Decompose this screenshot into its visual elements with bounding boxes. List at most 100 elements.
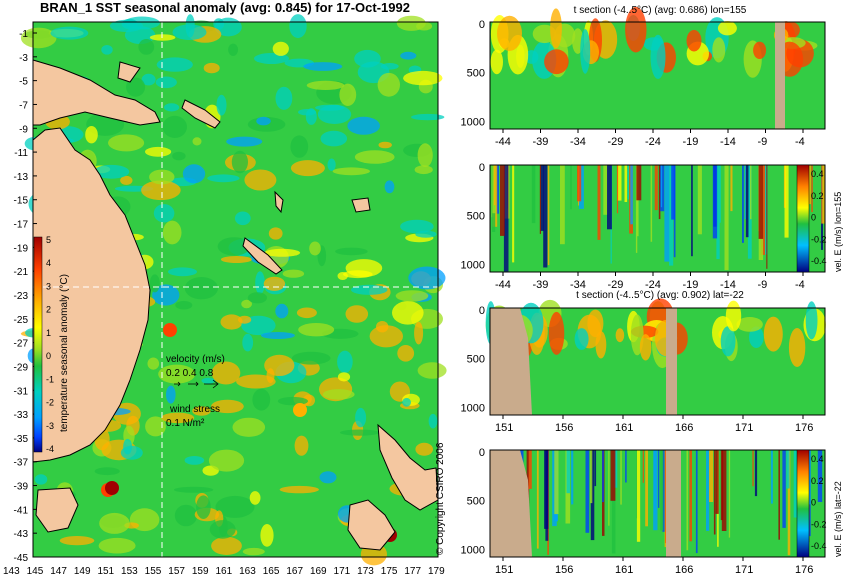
velocity-stripe (607, 165, 612, 230)
velocity-stripe (671, 165, 676, 220)
section-depth-tick: 1000 (461, 545, 485, 557)
land-vanuatu (274, 190, 284, 214)
anomaly-patch (149, 34, 176, 41)
velocity-stripe (669, 165, 674, 266)
velocity-stripe (554, 450, 559, 515)
anomaly-patch (400, 219, 434, 234)
anomaly-patch (260, 524, 274, 547)
velocity-stripe (709, 450, 714, 502)
velocity-stripe (660, 165, 665, 212)
lon-tick-label: 169 (310, 566, 327, 577)
anomaly-patch (241, 299, 253, 309)
anomaly-patch (34, 474, 48, 485)
lon-tick-label: 179 (428, 566, 445, 577)
velocity-stripe (539, 165, 541, 234)
anomaly-patch (242, 333, 254, 352)
velocity-stripe (658, 450, 660, 508)
sections-layer: 0 500 1000 -44 -39 -34 -29 -24 -19 -14 -9 -4 0 500 100… (461, 6, 843, 576)
section-colorbar-tick: -0.4 (811, 541, 827, 551)
section-colorbar-tick: 0.2 (811, 476, 824, 486)
colorbar-tick-label: 4 (46, 258, 51, 268)
anomaly-patch (320, 130, 348, 147)
lat-tick-label: -41 (14, 505, 29, 516)
velocity-stripe (620, 450, 622, 505)
section-x-tick: 151 (495, 422, 513, 434)
anomaly-patch (172, 24, 207, 40)
anomaly-patch (355, 407, 367, 428)
temperature-patch (805, 301, 818, 340)
velocity-stripe (528, 450, 532, 489)
velocity-stripe (536, 450, 539, 549)
anomaly-patch (161, 412, 195, 424)
velocity-stripe (654, 165, 658, 211)
lon-tick-label: 167 (286, 566, 303, 577)
copyright-notice: © Copyright CSIRO 2006 (435, 442, 446, 555)
velocity-stripe (716, 165, 720, 260)
land-fiji (351, 197, 371, 213)
anomaly-patch (234, 211, 251, 226)
anomaly-patch (220, 314, 243, 330)
section-x-tick: 176 (795, 564, 813, 576)
anomaly-patch (282, 269, 305, 278)
lat-tick-label: -1 (19, 29, 28, 40)
anomaly-patch (59, 536, 95, 546)
velocity-stripe (635, 165, 638, 253)
map-colorbar (33, 236, 43, 453)
temperature-patch (788, 328, 806, 367)
anomaly-patch (339, 83, 357, 107)
velocity-stripe (624, 165, 628, 202)
anomaly-patch (123, 438, 133, 455)
section-x-tick: -44 (495, 279, 511, 291)
anomaly-patch (256, 116, 271, 126)
anomaly-patch (252, 388, 271, 411)
section-x-tick: -39 (533, 279, 549, 291)
velocity-stripe (697, 165, 702, 235)
anomaly-patch (126, 77, 146, 97)
velocity-stripe (764, 165, 768, 255)
velocity-stripe (660, 165, 663, 208)
colorbar-tick-label: -4 (46, 444, 54, 454)
temperature-patch (736, 317, 763, 332)
velocity-stripe (614, 450, 618, 488)
section-colorbar-tick: 0.2 (811, 191, 824, 201)
lat-tick-label: -23 (14, 291, 29, 302)
anomaly-patch (50, 26, 89, 40)
anomaly-hotspot (105, 481, 119, 495)
section-colorbar-tick: -0.4 (811, 256, 827, 266)
section-land-gap (666, 450, 681, 557)
anomaly-patch (290, 135, 309, 158)
section-frame (489, 164, 826, 273)
section-frame (489, 21, 826, 130)
anomaly-patch (168, 267, 197, 277)
lat-tick-label: -19 (14, 243, 29, 254)
section-land-gap (775, 22, 785, 129)
anomaly-patch (209, 520, 236, 539)
section-colorbar-tick: 0 (811, 498, 816, 508)
colorbar-tick-label: 5 (46, 235, 51, 245)
velocity-stripe (594, 450, 597, 487)
anomaly-patch (203, 62, 220, 74)
anomaly-patch (217, 237, 251, 256)
velocity-stripe (695, 450, 698, 554)
colorbar-tick-label: 2 (46, 305, 51, 315)
anomaly-patch (141, 73, 156, 86)
velocity-stripe (691, 165, 693, 257)
anomaly-patch (305, 108, 317, 125)
map-colorbar-ticks: 5 4 3 2 1 0 -1 -2 -3 -4 (46, 235, 54, 454)
anomaly-patch (108, 134, 145, 152)
velocity-stripe (636, 450, 641, 542)
map-lat-ticks: -1 -3 -5 -7 -9 -11 -13 -15 -17 -19 -21 -23 -25 -27 -29… (14, 29, 37, 564)
velocity-stripe (770, 450, 773, 504)
velocity-stripe (653, 450, 658, 531)
land-tasmania (35, 487, 79, 533)
anomaly-patch (173, 486, 214, 493)
lat-tick-label: -37 (14, 458, 29, 469)
velocity-stripe (664, 165, 670, 262)
velocity-stripe (811, 165, 813, 213)
anomaly-patch (392, 301, 424, 325)
velocity-stripe (660, 450, 664, 531)
lat-tick-label: -39 (14, 482, 29, 493)
velocity-stripe (570, 165, 572, 210)
anomaly-patch (184, 277, 218, 300)
anomaly-patch (327, 158, 336, 171)
